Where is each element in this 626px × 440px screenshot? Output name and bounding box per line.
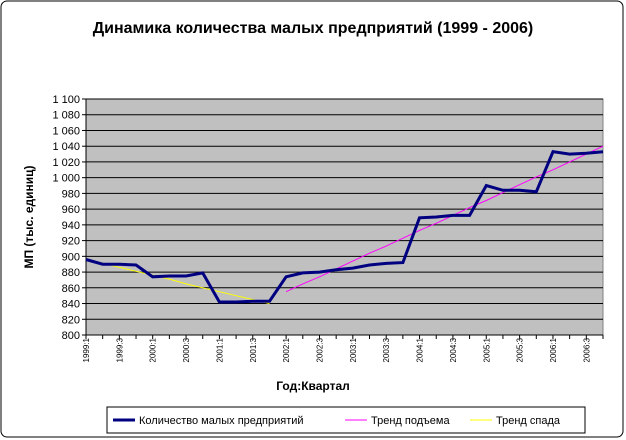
y-tick-label: 980 (62, 188, 80, 200)
x-tick-label: 2003:3 (382, 337, 391, 362)
x-tick-label: 2005:1 (482, 337, 491, 362)
chart-title: Динамика количества малых предприятий (1… (92, 20, 534, 37)
series-line (285, 145, 604, 293)
x-tick-label: 2004:3 (449, 337, 458, 362)
x-axis-label: Год:Квартал (276, 379, 350, 393)
x-tick-label: 1999:1 (82, 337, 91, 362)
y-tick-label: 940 (62, 220, 80, 232)
y-tick-label: 880 (62, 267, 80, 279)
y-tick-label: 1 040 (52, 141, 80, 153)
series-line (85, 150, 604, 304)
y-tick-label: 1 000 (52, 173, 80, 185)
legend-label: Тренд подъема (371, 415, 450, 427)
x-tick-label: 2000:3 (182, 337, 191, 362)
y-tick-label: 900 (62, 251, 80, 263)
x-tick-label: 2006:3 (582, 337, 591, 362)
x-tick-label: 2004:1 (416, 337, 425, 362)
legend-label: Тренд спада (496, 415, 561, 427)
y-tick-label: 860 (62, 283, 80, 295)
legend-label: Количество малых предприятий (139, 415, 304, 427)
y-tick-label: 1 060 (52, 125, 80, 137)
plot-area (85, 98, 604, 336)
x-tick-label: 2001:3 (249, 337, 258, 362)
x-tick-label: 2005:3 (516, 337, 525, 362)
x-tick-label: 2002:1 (282, 337, 291, 362)
y-tick-label: 820 (62, 314, 80, 326)
x-tick-label: 2001:1 (215, 337, 224, 362)
y-axis-label: МП (тыс. единиц) (22, 165, 36, 268)
x-tick-label: 2006:1 (549, 337, 558, 362)
y-tick-label: 800 (62, 330, 80, 342)
y-tick-label: 920 (62, 236, 80, 248)
y-tick-label: 1 100 (52, 94, 80, 106)
y-tick-label: 840 (62, 299, 80, 311)
y-tick-label: 1 080 (52, 110, 80, 122)
y-tick-label: 1 020 (52, 157, 80, 169)
x-tick-label: 2003:1 (349, 337, 358, 362)
x-tick-label: 1999:3 (115, 337, 124, 362)
series-line (85, 259, 270, 304)
x-tick-label: 2002:3 (315, 337, 324, 362)
x-tick-label: 2000:1 (149, 337, 158, 362)
y-tick-label: 960 (62, 204, 80, 216)
